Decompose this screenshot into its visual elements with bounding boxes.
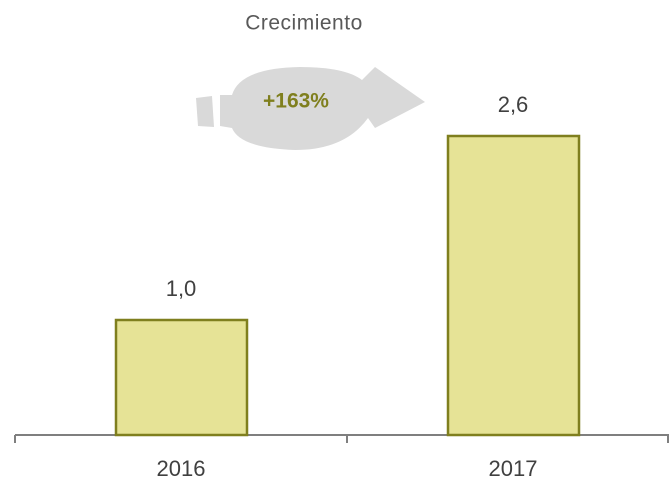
growth-arrow [196,67,425,150]
x-tick-label: 2016 [157,456,206,481]
value-label: 2,6 [498,92,529,117]
bar [446,134,581,437]
x-tick-label: 2017 [489,456,538,481]
annotation-title: Crecimiento [245,12,363,35]
value-label: 1,0 [166,276,197,301]
bar [114,318,249,437]
growth-label: +163% [263,90,329,113]
